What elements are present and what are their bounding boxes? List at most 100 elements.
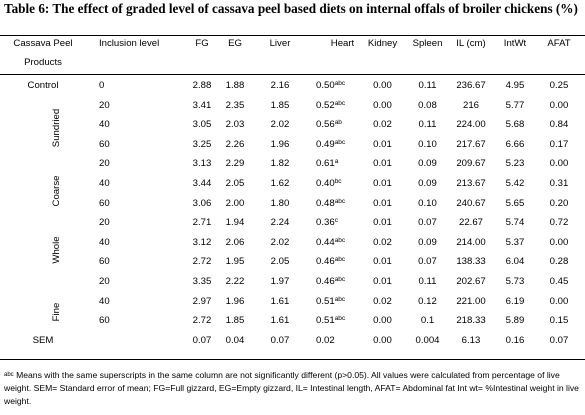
cell-fg: 3.06: [192, 198, 212, 209]
heart-superscript: bc: [334, 178, 342, 185]
cell-heart: 0.52abc: [316, 100, 376, 112]
cell-level: 60: [99, 198, 110, 209]
cell-heart: 0.44abc: [316, 237, 376, 249]
cell-liver: 2.24: [270, 217, 290, 228]
cell-intwt: 5.37: [505, 237, 525, 248]
heart-superscript: abc: [334, 256, 346, 263]
heart-value: 0.61: [316, 158, 335, 169]
cell-il: 240.67: [456, 198, 486, 209]
cell-il: 202.67: [456, 276, 486, 287]
header-kidney: Kidney: [367, 38, 398, 49]
cell-level: 40: [99, 296, 110, 307]
cell-intwt: 4.95: [505, 80, 525, 91]
cell-liver: 1.61: [270, 315, 290, 326]
cell-level: 0: [99, 80, 105, 91]
cell-fg: 2.88: [192, 80, 212, 91]
heart-superscript: abc: [334, 237, 346, 244]
heart-superscript: abc: [334, 296, 346, 303]
cell-liver: 2.05: [270, 256, 290, 267]
cell-afat: 0.00: [549, 237, 569, 248]
cell-liver: 2.02: [270, 237, 290, 248]
cell-heart: 0.02: [316, 335, 376, 347]
heart-value: 0.49: [316, 139, 335, 150]
cell-eg: 1.95: [225, 256, 245, 267]
cell-level: 40: [99, 237, 110, 248]
cell-spleen: 0.1: [420, 315, 435, 326]
heart-superscript: abc: [334, 276, 346, 283]
cell-fg: 3.12: [192, 237, 212, 248]
cell-heart: 0.50abc: [316, 80, 376, 92]
header-fg: FG: [195, 38, 209, 49]
cell-fg: 2.72: [192, 315, 212, 326]
cell-il: 6.13: [461, 335, 481, 346]
cell-spleen: 0.004: [415, 335, 440, 346]
cell-spleen: 0.10: [418, 139, 437, 150]
cell-liver: 1.97: [270, 276, 290, 287]
cell-il: 224.00: [456, 119, 486, 130]
cell-heart: 0.48abc: [316, 198, 376, 210]
cell-liver: 0.07: [270, 335, 290, 346]
cell-afat: 0.72: [549, 217, 569, 228]
cell-eg: 1.94: [225, 217, 245, 228]
cell-heart: 0.51abc: [316, 315, 376, 327]
cell-il: 236.67: [456, 80, 486, 91]
cell-spleen: 0.09: [418, 237, 437, 248]
cell-eg: 1.96: [225, 296, 245, 307]
cell-eg: 1.88: [225, 80, 245, 91]
cell-intwt: 5.73: [505, 276, 525, 287]
cell-kidney: 0.01: [373, 178, 392, 189]
cell-kidney: 0.01: [373, 217, 392, 228]
cell-level: 60: [99, 315, 110, 326]
heart-superscript: abc: [334, 198, 346, 205]
cell-il: 217.67: [456, 139, 486, 150]
cell-intwt: 5.77: [505, 100, 525, 111]
cell-heart: 0.36c: [316, 217, 376, 229]
cell-fg: 3.44: [192, 178, 212, 189]
cell-fg: 2.71: [192, 217, 212, 228]
cell-heart: 0.61a: [316, 158, 376, 170]
cell-il: 22.67: [458, 217, 483, 228]
heart-superscript: abc: [334, 315, 346, 322]
cell-heart: 0.51abc: [316, 296, 376, 308]
group-label-coarse: Coarse: [51, 175, 62, 207]
heart-superscript: abc: [334, 139, 346, 146]
group-label-sundried: Sundried: [51, 108, 62, 148]
cell-level: 40: [99, 178, 110, 189]
cell-afat: 0.84: [549, 119, 569, 130]
heart-value: 0.02: [316, 335, 335, 346]
heart-value: 0.52: [316, 100, 335, 111]
cell-intwt: 0.16: [505, 335, 525, 346]
group-label-whole: Whole: [51, 236, 62, 264]
cell-intwt: 5.89: [505, 315, 525, 326]
cell-heart: 0.46abc: [316, 276, 376, 288]
heart-value: 0.51: [316, 296, 335, 307]
heart-value: 0.36: [316, 217, 335, 228]
heart-superscript: abc: [334, 80, 346, 87]
footnote-text: Means with the same superscripts in the …: [4, 370, 579, 407]
cell-il: 209.67: [456, 158, 486, 169]
rule-table-bottom: [0, 359, 585, 360]
cell-eg: 2.06: [225, 237, 245, 248]
cell-fg: 3.41: [192, 100, 212, 111]
cell-eg: 2.03: [225, 119, 245, 130]
cell-kidney: 0.02: [373, 119, 392, 130]
footnote-superscript: abc: [4, 372, 14, 378]
cell-kidney: 0.01: [373, 198, 392, 209]
cell-kidney: 0.01: [373, 256, 392, 267]
cell-eg: 2.29: [225, 158, 245, 169]
cell-fg: 3.05: [192, 119, 212, 130]
cell-fg: 3.25: [192, 139, 212, 150]
cell-fg: 2.97: [192, 296, 212, 307]
cell-intwt: 5.23: [505, 158, 525, 169]
cell-level: 60: [99, 139, 110, 150]
cell-spleen: 0.11: [418, 276, 437, 287]
cell-fg: 3.13: [192, 158, 212, 169]
cell-afat: 0.25: [549, 80, 569, 91]
header-intwt: IntWt: [503, 38, 527, 49]
cell-intwt: 6.04: [505, 256, 525, 267]
cell-afat: 0.00: [549, 296, 569, 307]
heart-value: 0.44: [316, 237, 335, 248]
heart-superscript: a: [334, 158, 339, 165]
header-il: IL (cm): [456, 38, 486, 49]
cell-kidney: 0.02: [373, 237, 392, 248]
